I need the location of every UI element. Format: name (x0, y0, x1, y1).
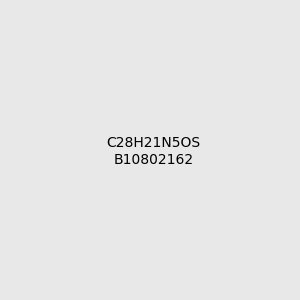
Text: C28H21N5OS
B10802162: C28H21N5OS B10802162 (107, 136, 201, 166)
